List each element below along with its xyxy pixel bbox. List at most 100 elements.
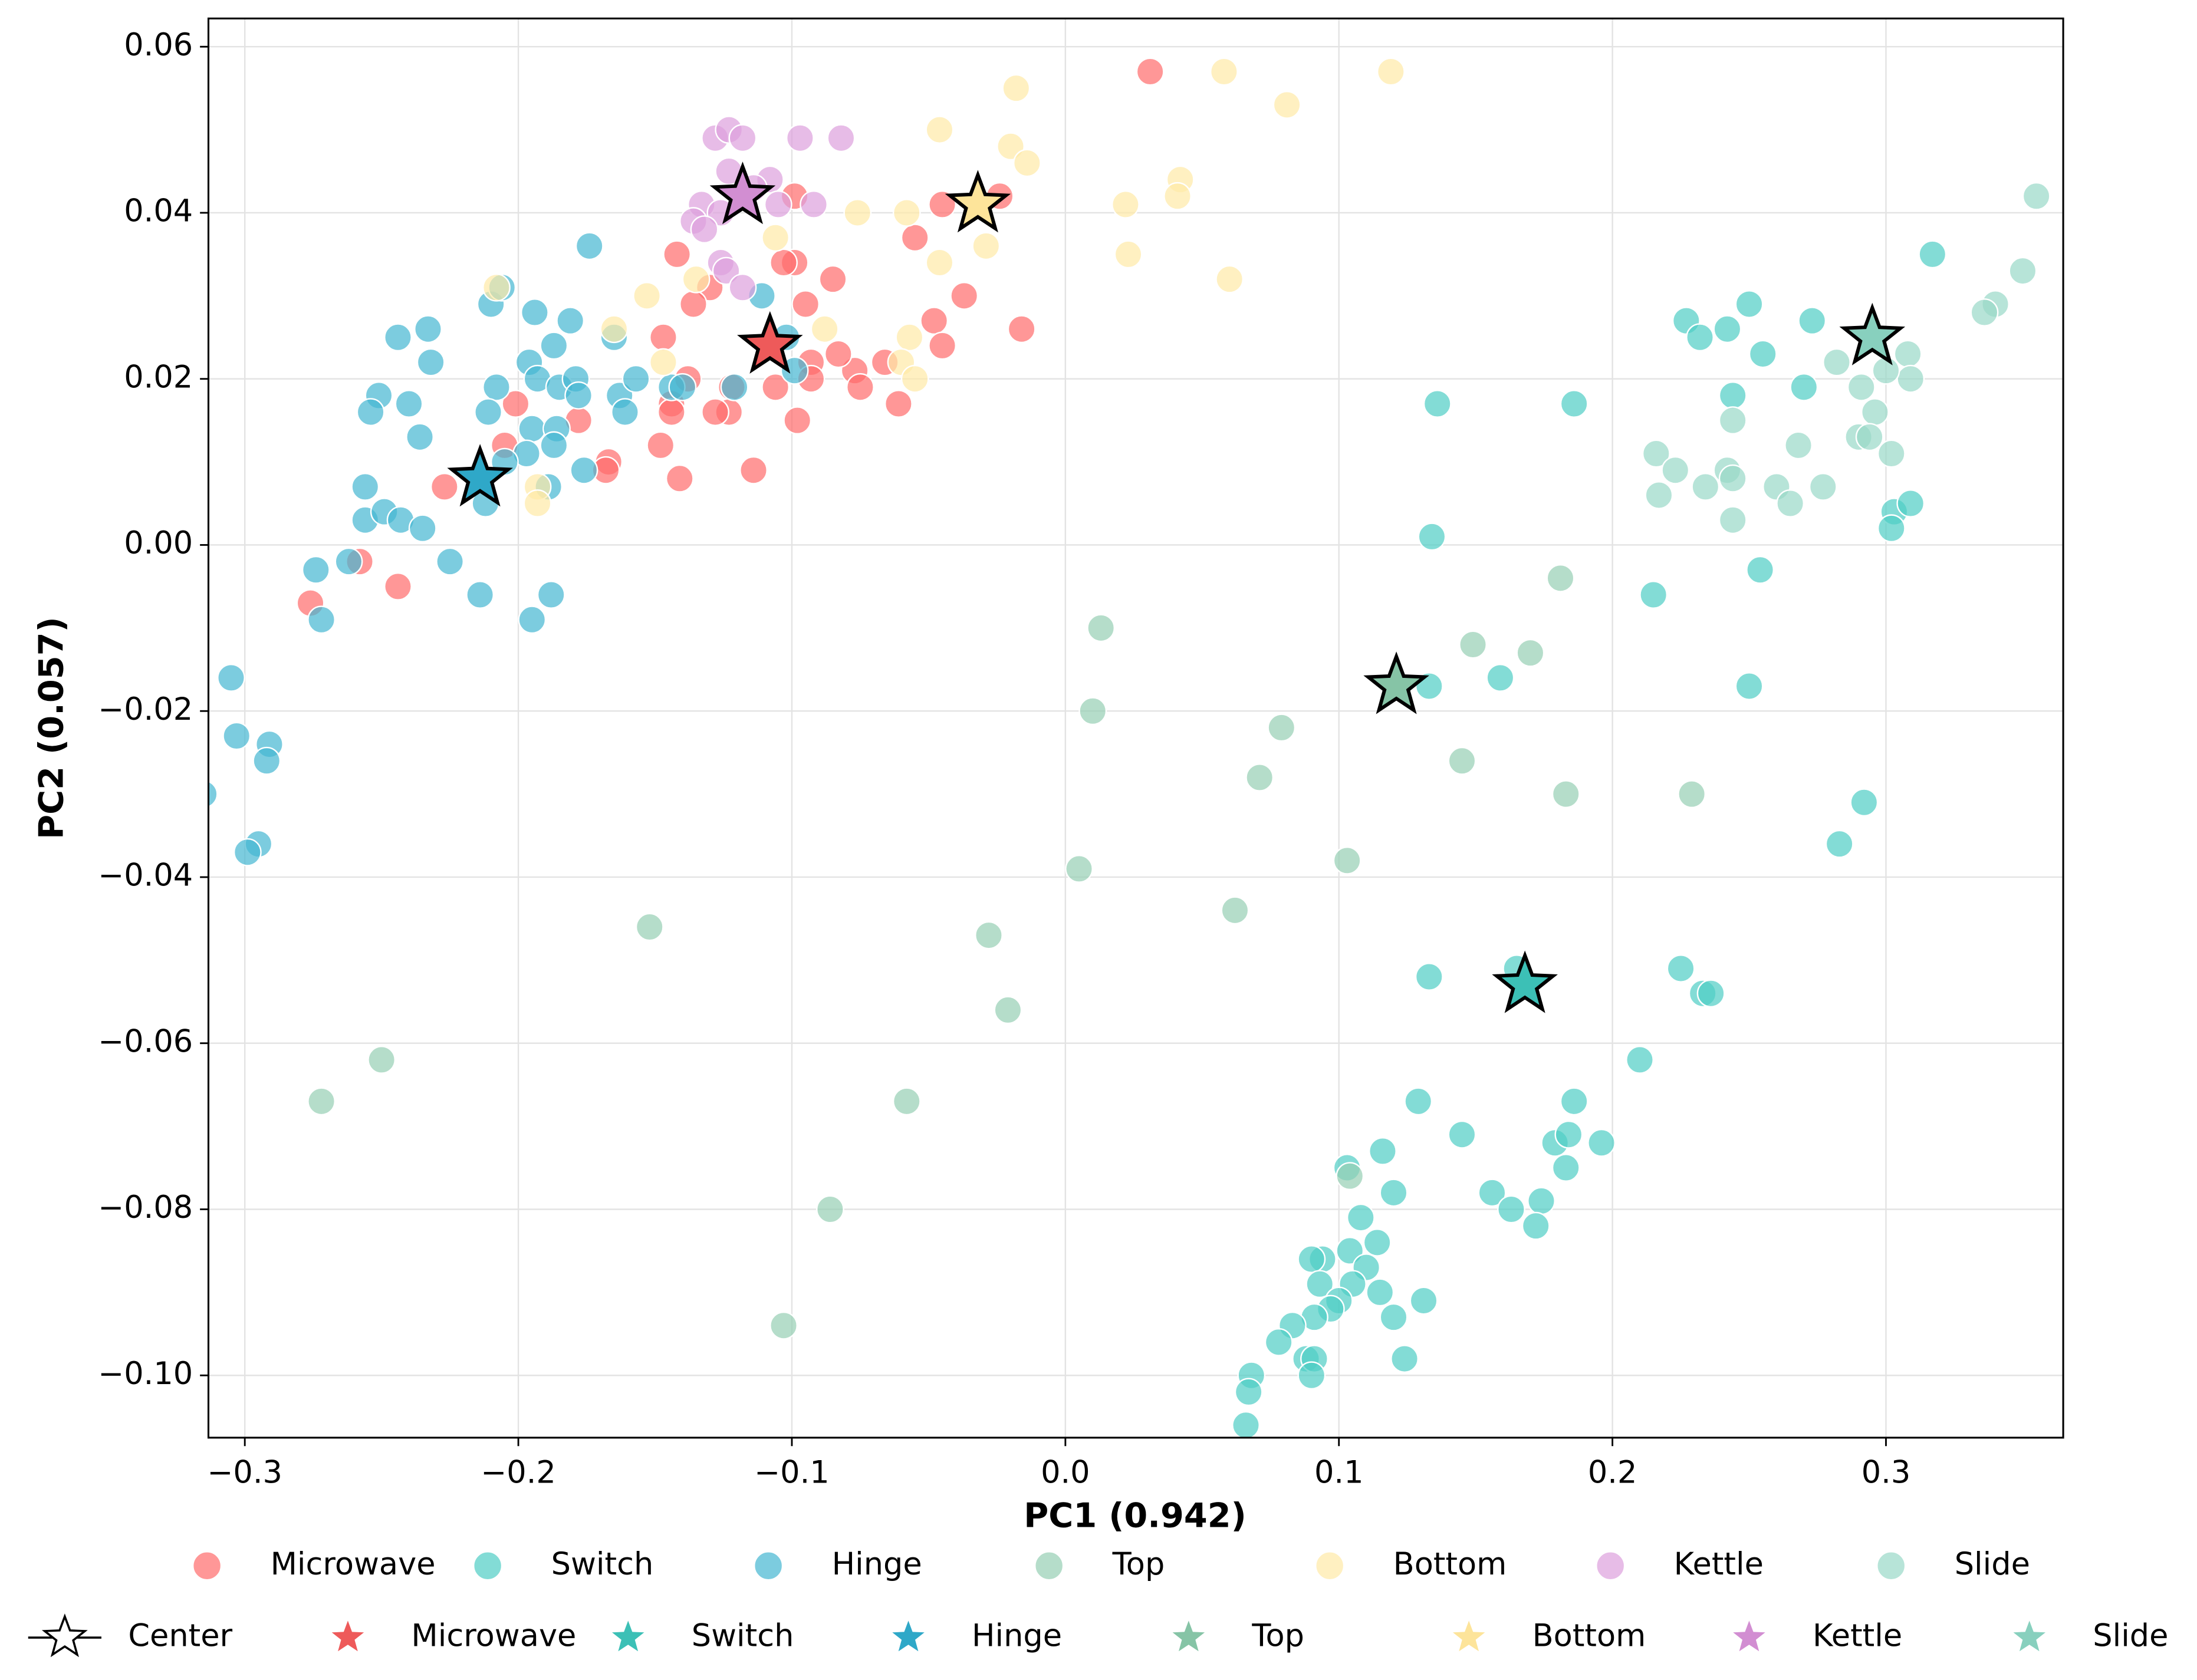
legend-label: Kettle: [1674, 1546, 1764, 1582]
point: [827, 124, 856, 153]
y-tick-label: −0.06: [98, 1023, 193, 1059]
point: [334, 547, 363, 576]
y-tick-label: 0.06: [124, 27, 193, 63]
point: [1527, 1187, 1555, 1215]
point: [1847, 373, 1876, 401]
point: [1390, 1345, 1419, 1373]
center-star: [1363, 651, 1429, 714]
point: [1645, 481, 1673, 509]
point: [1918, 240, 1947, 269]
point: [523, 489, 552, 518]
point: [1234, 1378, 1263, 1406]
point: [1718, 406, 1747, 435]
point: [1825, 829, 1854, 858]
y-tick-label: −0.02: [98, 691, 193, 727]
point: [665, 464, 694, 493]
point: [1221, 896, 1249, 925]
point: [791, 290, 820, 318]
legend: Microwave Switch Hinge Top Bottom Kettle Slide…: [28, 1546, 2168, 1658]
point: [649, 348, 677, 377]
point: [416, 348, 445, 377]
point: [1639, 581, 1668, 609]
x-tick-label: 0.1: [1314, 1455, 1364, 1491]
legend-label: Slide: [2093, 1618, 2168, 1654]
legend-marker: [2013, 1620, 2046, 1652]
point: [570, 456, 598, 485]
point: [307, 605, 336, 634]
point: [925, 116, 954, 144]
legend-label: Hinge: [972, 1618, 1062, 1654]
legend-marker: [41, 1613, 88, 1658]
point: [1877, 514, 1906, 543]
legend-marker: [1034, 1551, 1064, 1581]
point: [1642, 439, 1670, 468]
point: [1415, 963, 1443, 991]
point: [518, 414, 547, 443]
point: [564, 381, 593, 410]
point: [2008, 256, 2037, 285]
point: [920, 307, 949, 335]
legend-marker: [1315, 1551, 1345, 1581]
point: [1111, 190, 1140, 219]
point: [1776, 489, 1805, 518]
point: [518, 605, 547, 634]
point: [633, 281, 661, 310]
center-star: [1492, 950, 1558, 1013]
legend-label: Slide: [1955, 1546, 2030, 1582]
point: [846, 373, 874, 401]
point: [2022, 182, 2051, 210]
point: [950, 281, 979, 310]
point: [1808, 472, 1837, 501]
legend-label: Kettle: [1813, 1618, 1902, 1654]
point: [408, 514, 437, 543]
point: [800, 190, 828, 219]
point: [690, 215, 719, 244]
points: [208, 57, 2051, 1438]
point: [972, 232, 1001, 261]
point: [1448, 746, 1476, 775]
grid: [208, 18, 2064, 1438]
point: [414, 315, 442, 344]
point: [1798, 307, 1827, 335]
legend-marker: [1172, 1620, 1205, 1652]
point: [1718, 381, 1747, 410]
point: [1297, 1245, 1326, 1273]
point: [556, 307, 585, 335]
point: [1478, 1178, 1507, 1207]
point: [764, 190, 792, 219]
point: [482, 273, 511, 302]
point: [1896, 364, 1925, 393]
legend-marker: [1452, 1620, 1485, 1652]
point: [1007, 315, 1036, 344]
point: [1305, 1270, 1334, 1299]
point: [728, 124, 757, 153]
x-tick-label: −0.3: [207, 1455, 282, 1491]
point: [928, 190, 956, 219]
point: [1587, 1128, 1616, 1157]
point: [1713, 315, 1742, 344]
point: [1790, 373, 1818, 401]
center-star: [447, 444, 513, 507]
point: [217, 664, 245, 692]
point: [1784, 431, 1813, 460]
point: [1272, 90, 1301, 119]
point: [1686, 323, 1714, 352]
point: [1718, 506, 1747, 535]
point: [900, 364, 929, 393]
point: [1336, 1162, 1364, 1191]
point: [649, 323, 677, 352]
point: [884, 390, 913, 418]
point: [739, 456, 768, 485]
point: [1002, 74, 1031, 103]
point: [540, 431, 568, 460]
point: [818, 265, 847, 294]
point: [1459, 630, 1487, 659]
point: [1696, 979, 1725, 1008]
point: [1363, 1228, 1392, 1257]
point: [474, 398, 502, 426]
point: [1087, 614, 1116, 643]
point: [1678, 780, 1706, 808]
point: [1896, 489, 1925, 518]
